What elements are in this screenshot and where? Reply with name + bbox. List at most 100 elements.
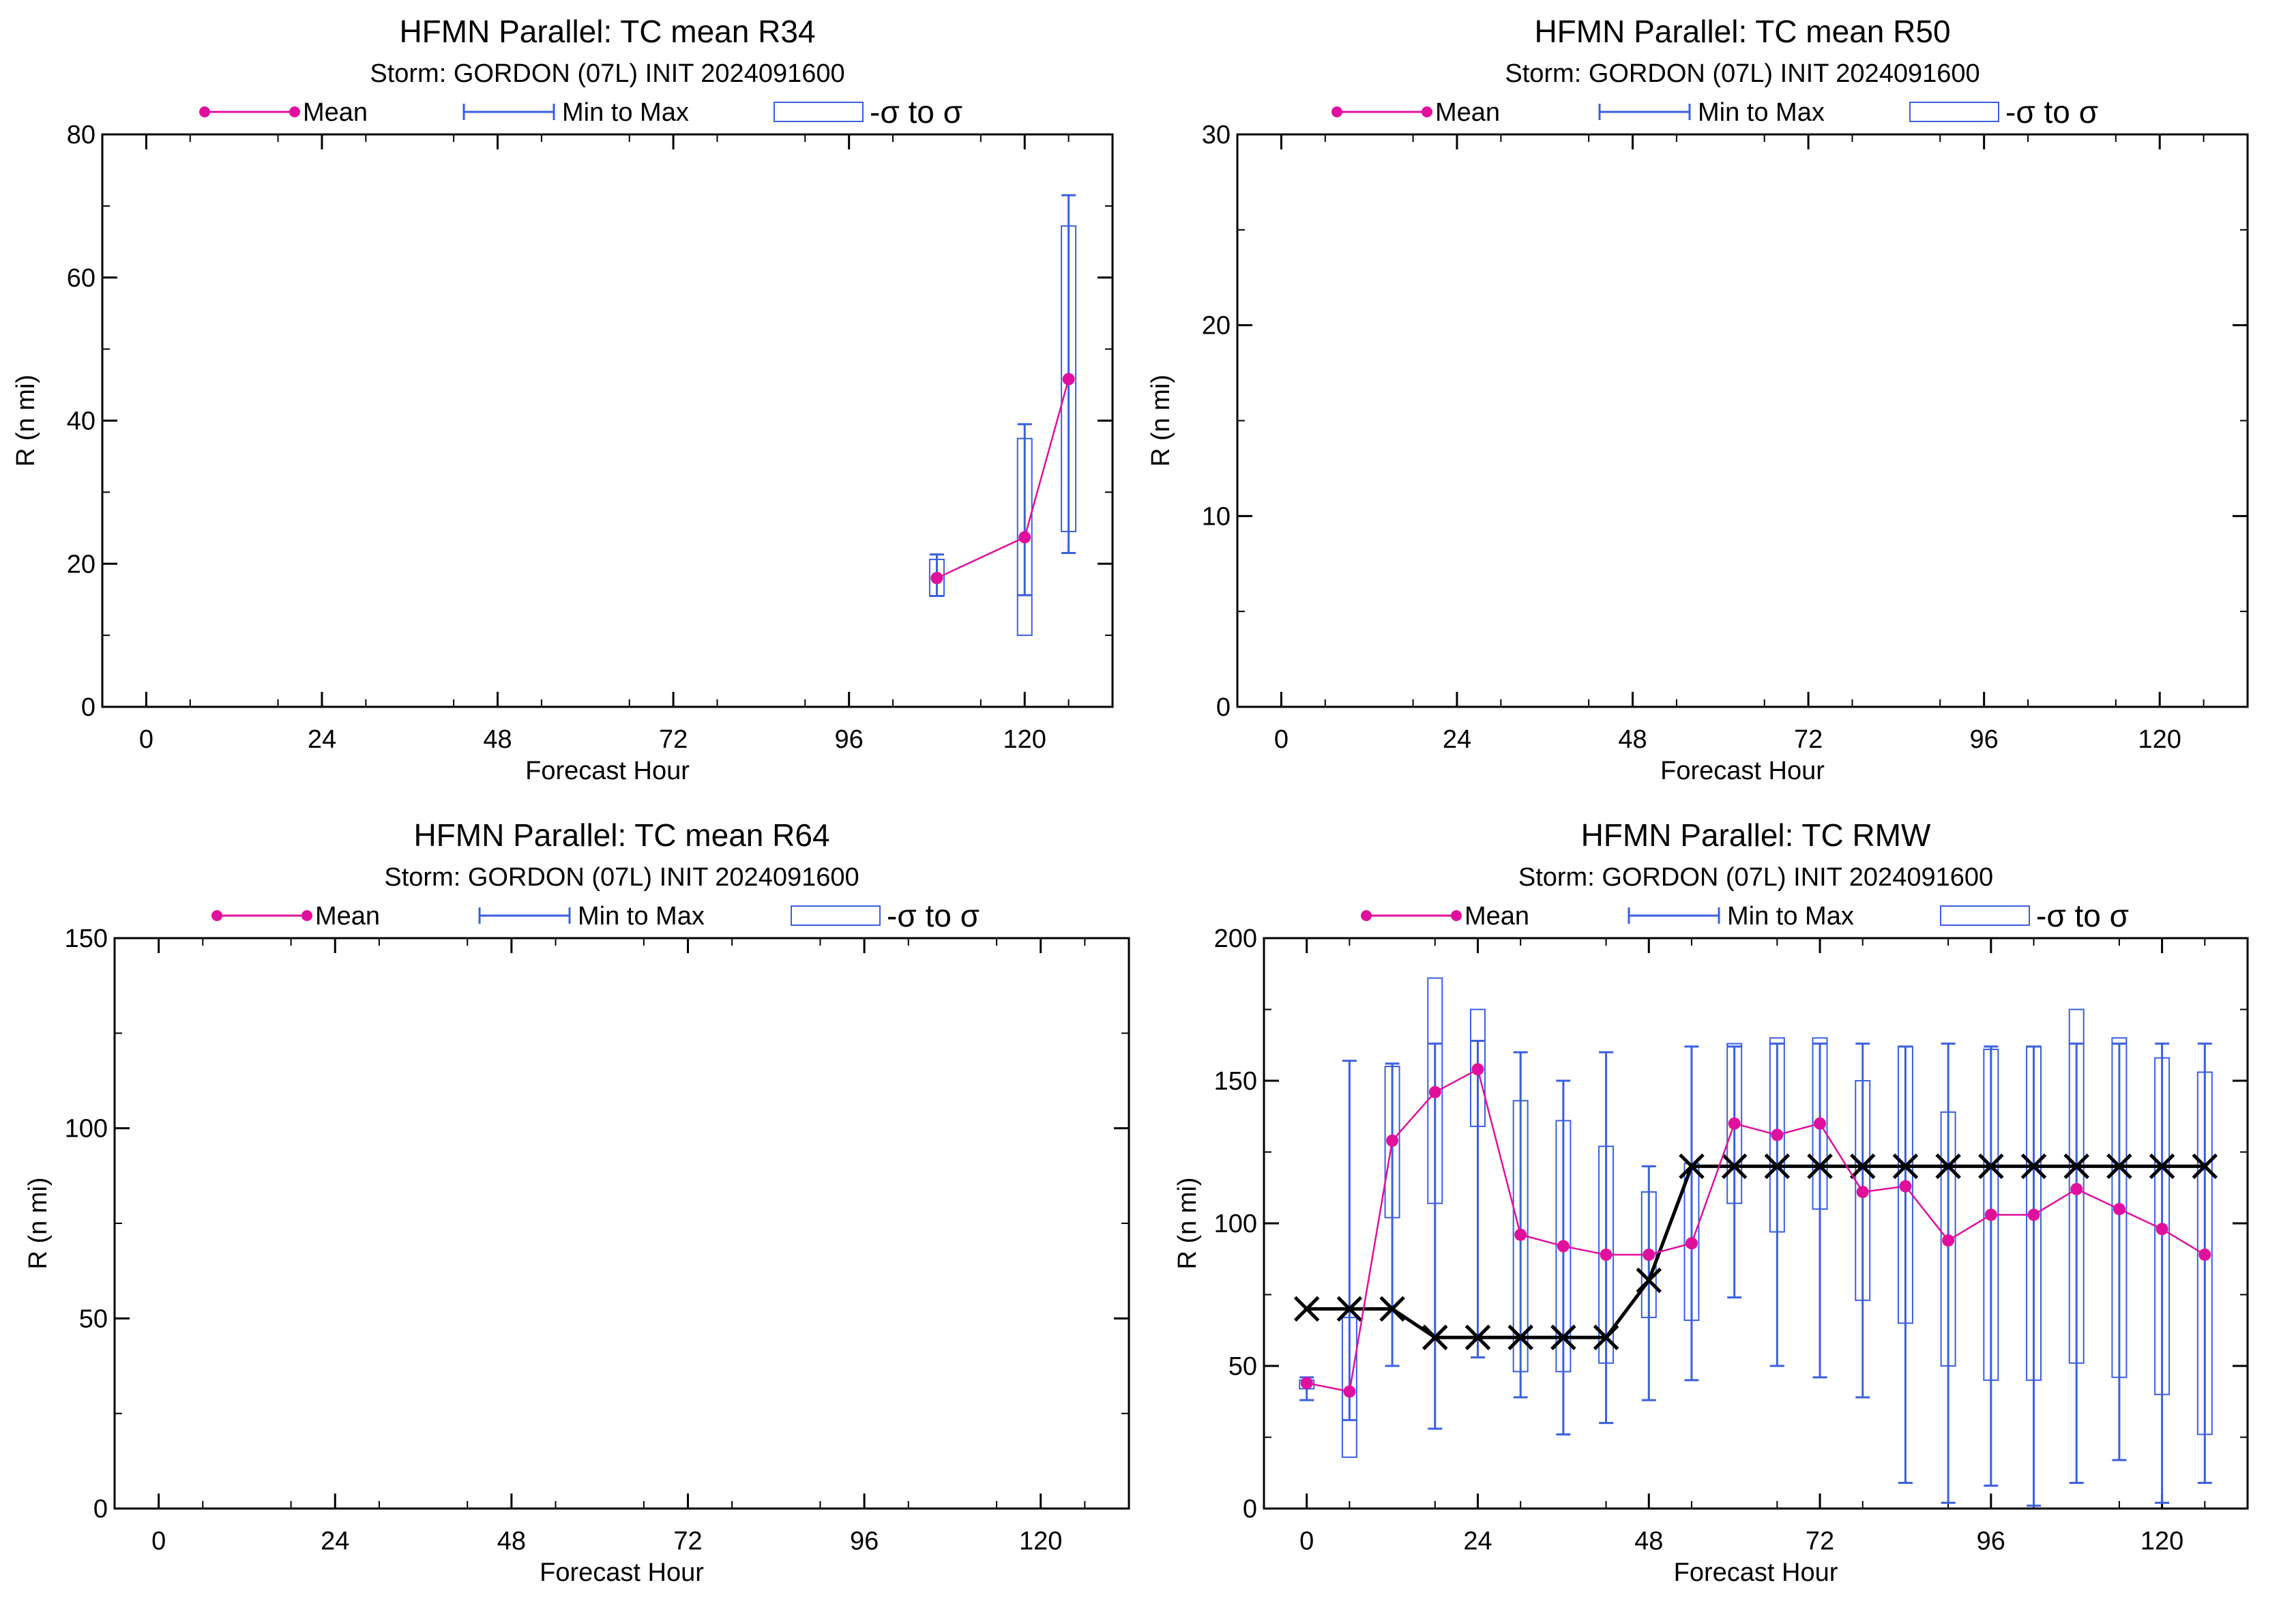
legend-sigma-label: -σ to σ bbox=[2036, 898, 2129, 933]
legend-minmax-label: Min to Max bbox=[578, 902, 705, 931]
legend-sigma-box bbox=[791, 905, 881, 926]
best-track-marker bbox=[2063, 1153, 2089, 1180]
legend-mean-label: Mean bbox=[303, 98, 368, 127]
chart-subtitle: Storm: GORDON (07L) INIT 2024091600 bbox=[384, 863, 859, 892]
plot-frame bbox=[113, 937, 1130, 1510]
mean-point bbox=[1300, 1377, 1313, 1390]
legend-sigma-label: -σ to σ bbox=[870, 94, 962, 130]
best-track-marker bbox=[1892, 1153, 1919, 1180]
mean-point bbox=[1600, 1248, 1613, 1261]
y-tick-label: 30 bbox=[1202, 121, 1231, 149]
mean-point bbox=[1771, 1128, 1784, 1141]
mean-point bbox=[1428, 1086, 1441, 1098]
legend-mean-marker bbox=[211, 910, 222, 921]
y-tick-label: 0 bbox=[93, 1495, 108, 1524]
best-track-marker bbox=[1935, 1153, 1961, 1180]
y-tick-label: 150 bbox=[65, 924, 108, 953]
mean-point bbox=[1471, 1063, 1484, 1076]
mean-point bbox=[2070, 1182, 2083, 1195]
chart-panel-3: HFMN Parallel: TC mean R64 Storm: GORDON … bbox=[24, 817, 1130, 1587]
y-tick-label: 80 bbox=[67, 121, 95, 149]
mean-point bbox=[1062, 373, 1075, 385]
best-track-marker bbox=[1550, 1324, 1576, 1350]
chart-subtitle: Storm: GORDON (07L) INIT 2024091600 bbox=[1518, 863, 1993, 892]
x-tick-label: 48 bbox=[1618, 725, 1647, 754]
chart-panel-1: HFMN Parallel: TC mean R34 Storm: GORDON … bbox=[12, 14, 1114, 785]
legend-sigma-box bbox=[1940, 905, 2030, 926]
x-tick-label: 0 bbox=[1299, 1527, 1314, 1556]
best-track-marker bbox=[2192, 1153, 2218, 1180]
x-tick-label: 24 bbox=[1463, 1527, 1492, 1556]
x-tick-label: 72 bbox=[1794, 725, 1823, 754]
y-tick-label: 0 bbox=[1243, 1495, 1257, 1524]
best-track-marker bbox=[1379, 1296, 1405, 1322]
x-axis-label: Forecast Hour bbox=[525, 757, 690, 785]
legend-mean-label: Mean bbox=[1465, 902, 1529, 931]
best-track-marker bbox=[1679, 1153, 1705, 1180]
legend-mean-marker bbox=[199, 106, 210, 117]
mean-line bbox=[936, 379, 1070, 579]
x-tick-label: 48 bbox=[1634, 1527, 1663, 1556]
x-tick-label: 24 bbox=[308, 725, 336, 754]
legend-minmax-label: Min to Max bbox=[1727, 902, 1854, 931]
y-tick-label: 0 bbox=[1216, 693, 1231, 722]
x-tick-label: 120 bbox=[2140, 1527, 2183, 1556]
best-track-marker bbox=[1507, 1324, 1533, 1350]
y-tick-label: 40 bbox=[67, 407, 95, 436]
mean-point bbox=[1899, 1180, 1912, 1193]
x-tick-label: 0 bbox=[139, 725, 153, 754]
x-tick-label: 72 bbox=[1806, 1527, 1834, 1556]
y-tick-label: 50 bbox=[1228, 1352, 1257, 1381]
legend-mean-label: Mean bbox=[1435, 98, 1500, 127]
x-tick-label: 0 bbox=[151, 1527, 166, 1556]
chart-title: HFMN Parallel: TC mean R64 bbox=[413, 817, 829, 853]
best-track-marker bbox=[1978, 1153, 2004, 1180]
best-track-marker bbox=[1593, 1324, 1619, 1350]
mean-point bbox=[2155, 1223, 2168, 1236]
mean-point bbox=[1942, 1234, 1955, 1247]
x-tick-label: 96 bbox=[850, 1527, 879, 1556]
mean-point bbox=[1856, 1186, 1869, 1199]
x-tick-label: 72 bbox=[659, 725, 688, 754]
best-track-marker bbox=[1849, 1153, 1876, 1180]
chart-panel-2: HFMN Parallel: TC mean R50 Storm: GORDON … bbox=[1147, 14, 2249, 785]
y-axis-label: R (n mi) bbox=[12, 375, 40, 467]
best-track-marker bbox=[1465, 1324, 1491, 1350]
mean-point bbox=[1018, 531, 1031, 544]
mean-line bbox=[1306, 1068, 2205, 1393]
best-track-marker bbox=[1422, 1324, 1448, 1350]
mean-point bbox=[1514, 1228, 1527, 1241]
mean-point bbox=[1343, 1385, 1356, 1398]
y-tick-label: 20 bbox=[67, 550, 95, 579]
chart-panel-4: HFMN Parallel: TC RMW Storm: GORDON (07L)… bbox=[1173, 817, 2249, 1587]
plot-frame bbox=[1236, 133, 2249, 708]
chart-title: HFMN Parallel: TC RMW bbox=[1581, 817, 1931, 853]
mean-point bbox=[1728, 1117, 1741, 1130]
y-tick-label: 60 bbox=[67, 264, 95, 293]
mean-point bbox=[2027, 1208, 2040, 1221]
y-axis-label: R (n mi) bbox=[1147, 375, 1175, 467]
best-track-marker bbox=[1807, 1153, 1833, 1180]
chart-subtitle: Storm: GORDON (07L) INIT 2024091600 bbox=[370, 59, 844, 88]
best-track-marker bbox=[1636, 1267, 1662, 1294]
y-tick-label: 0 bbox=[81, 693, 95, 722]
legend-mean-label: Mean bbox=[315, 902, 380, 931]
best-track-marker bbox=[2020, 1153, 2047, 1180]
best-track-marker bbox=[1764, 1153, 1791, 1180]
legend-mean-marker bbox=[1451, 910, 1462, 921]
x-tick-label: 0 bbox=[1274, 725, 1289, 754]
y-tick-label: 20 bbox=[1202, 312, 1231, 340]
mean-point bbox=[1557, 1240, 1570, 1253]
mean-point bbox=[930, 572, 943, 585]
x-axis-label: Forecast Hour bbox=[1674, 1558, 1838, 1587]
x-tick-label: 96 bbox=[1970, 725, 1999, 754]
x-tick-label: 48 bbox=[497, 1527, 526, 1556]
x-tick-label: 24 bbox=[321, 1527, 349, 1556]
legend: Mean Min to Max -σ to σ bbox=[211, 898, 980, 933]
legend-sigma-box bbox=[1909, 102, 1999, 122]
chart-title: HFMN Parallel: TC mean R50 bbox=[1534, 14, 1950, 49]
y-tick-label: 50 bbox=[79, 1305, 108, 1333]
x-tick-label: 120 bbox=[2138, 725, 2181, 754]
x-tick-label: 120 bbox=[1019, 1527, 1062, 1556]
